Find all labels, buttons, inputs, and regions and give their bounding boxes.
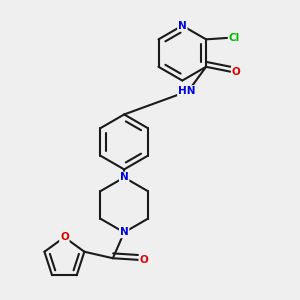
Text: HN: HN (178, 86, 196, 96)
Text: O: O (60, 232, 69, 242)
Text: O: O (140, 255, 148, 265)
Text: Cl: Cl (229, 33, 240, 43)
Text: N: N (178, 21, 187, 31)
Text: O: O (232, 67, 241, 77)
Text: N: N (120, 172, 128, 182)
Text: N: N (120, 227, 128, 237)
